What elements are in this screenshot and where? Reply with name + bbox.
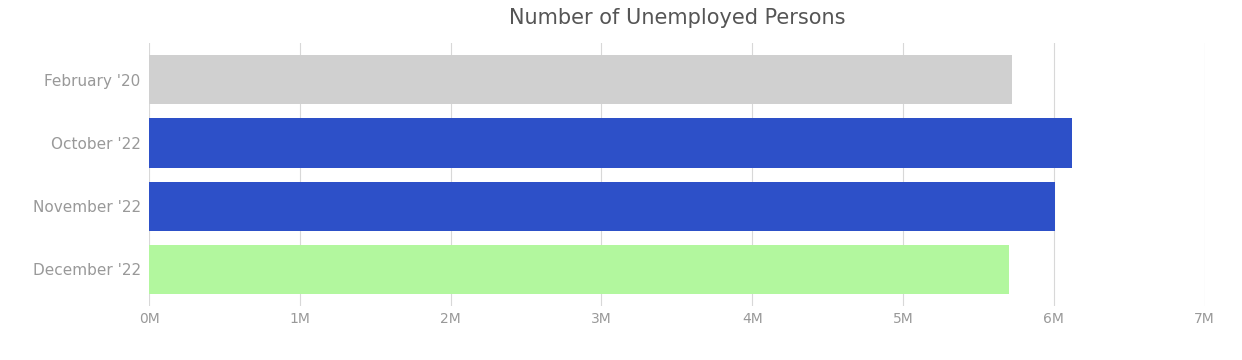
Bar: [149, 181, 1056, 231]
Bar: [149, 245, 1009, 294]
Bar: [149, 55, 1012, 104]
Bar: [149, 118, 1072, 168]
Title: Number of Unemployed Persons: Number of Unemployed Persons: [509, 8, 845, 28]
